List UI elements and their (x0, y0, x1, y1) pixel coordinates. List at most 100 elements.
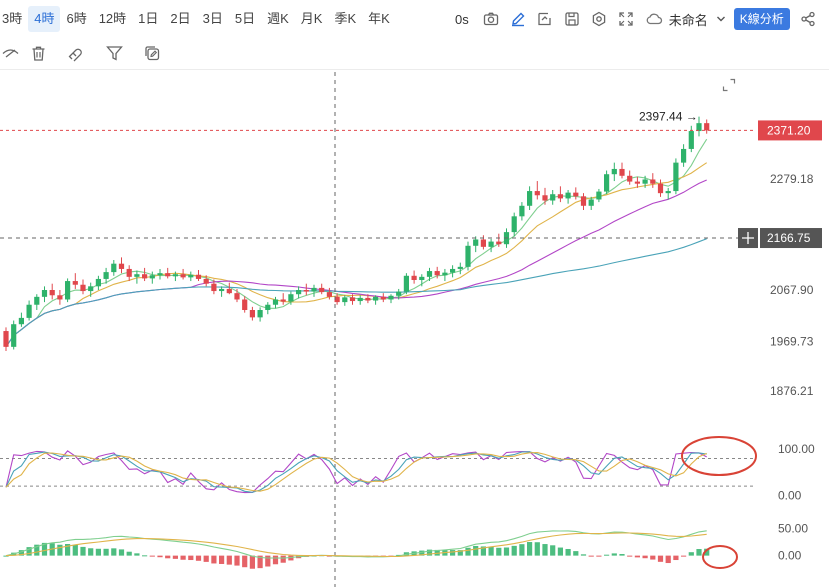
candle-body (142, 274, 148, 279)
candle-body (296, 290, 302, 295)
candle-body (334, 296, 340, 303)
candle-body (172, 274, 178, 277)
candle-body (349, 297, 356, 302)
annotation-circles (681, 436, 757, 569)
macd-histogram-bar (665, 555, 671, 564)
candle-body (580, 196, 587, 206)
magnet-icon[interactable] (67, 45, 84, 62)
hide-drawings-icon[interactable] (2, 45, 19, 62)
save-icon[interactable] (564, 11, 580, 27)
timeframe-tab[interactable]: 週K (267, 11, 289, 26)
candle-body (134, 274, 140, 277)
pencil-icon[interactable] (510, 11, 526, 27)
candle-body (665, 191, 671, 194)
candle-body (195, 274, 202, 279)
timeframe-tab[interactable]: 12時 (98, 11, 127, 26)
plus-icon (742, 232, 754, 245)
macd-histogram-bar (696, 549, 702, 556)
candle-body (219, 288, 225, 292)
timeframe-tab[interactable]: 月K (300, 11, 323, 26)
price-tick-label: 1876.21 (770, 384, 814, 398)
macd-dea-line (5, 532, 707, 558)
candle-body (157, 273, 163, 276)
candle-body (57, 295, 63, 300)
candle-body (681, 148, 687, 163)
timeframe-tab[interactable]: 3時 (2, 11, 23, 26)
candle-body (542, 195, 548, 201)
timeframe-tab[interactable]: 3日 (202, 11, 223, 26)
timeframe-tab[interactable]: 2日 (170, 11, 191, 26)
candle-body (511, 216, 517, 233)
k-analysis-button[interactable]: K線分析 (733, 8, 790, 30)
osc-tick-label: 100.00 (778, 442, 815, 456)
macd-histogram-bar (450, 550, 456, 556)
price-axis: 2279.18 2067.90 1969.73 1876.21 2166.75 2371.… (639, 110, 822, 563)
candle-body (488, 241, 494, 247)
ma-short-line (5, 138, 708, 348)
macd-histogram-bar (272, 555, 279, 565)
gear-icon[interactable] (591, 11, 607, 27)
macd-histogram-bar (642, 555, 648, 559)
expand-chart-icon[interactable] (721, 77, 737, 93)
candle-body (311, 287, 317, 292)
timeframe-tab[interactable]: 年K (368, 11, 390, 26)
macd-histogram-bar (26, 547, 32, 556)
timeframe-tab[interactable]: 1日 (138, 11, 159, 26)
macd-histogram-bar (280, 555, 286, 563)
macd-tick-label: 50.00 (778, 522, 808, 536)
share-icon[interactable] (800, 11, 816, 27)
macd-histogram-bar (550, 545, 556, 556)
macd-histogram-bar (426, 549, 433, 556)
candle-body (211, 283, 217, 292)
copy-edit-icon[interactable] (144, 45, 161, 62)
candle-body (642, 179, 648, 184)
candle-body (557, 194, 563, 199)
alert-add-icon[interactable] (537, 11, 553, 27)
layout-name[interactable]: 未命名 (668, 12, 708, 28)
ma-longest-line (5, 238, 707, 348)
macd-histogram-bar (511, 545, 517, 556)
timeframe-tab[interactable]: 季K (334, 11, 357, 26)
macd-panel (3, 530, 710, 569)
toolbar-actions: 0s 未命名 K線分析 (455, 6, 827, 32)
macd-histogram-bar (419, 550, 425, 556)
osc-k-line (5, 450, 707, 494)
macd-histogram-bar (542, 544, 548, 556)
fullscreen-icon[interactable] (618, 11, 634, 27)
crosshair-price-label: 2166.75 (767, 231, 811, 245)
seconds-button[interactable]: 0s (455, 11, 469, 27)
highlight-circle-macd (702, 545, 738, 569)
macd-histogram-bar (226, 555, 232, 565)
filter-icon[interactable] (106, 45, 123, 62)
candle-body (465, 245, 471, 267)
candle-body (673, 162, 679, 192)
timeframe-tab[interactable]: 4時 (28, 6, 61, 32)
timeframe-tab[interactable]: 6時 (66, 11, 87, 26)
crosshair (0, 72, 755, 587)
macd-histogram-bar (503, 547, 510, 556)
macd-histogram-bar (396, 554, 402, 556)
macd-histogram-bar (527, 542, 533, 556)
candle-body (403, 275, 409, 292)
candle-body (519, 205, 525, 217)
trash-icon[interactable] (30, 45, 47, 62)
macd-histogram-bar (619, 554, 625, 556)
macd-histogram-bar (126, 551, 132, 556)
candle-body (280, 299, 286, 302)
candle-body (573, 192, 579, 197)
chevron-down-icon[interactable] (716, 11, 726, 27)
highlight-circle-oscillator (681, 436, 757, 476)
candle-body (534, 191, 540, 196)
candle-body (442, 272, 448, 276)
candle-body (95, 278, 101, 287)
candle-body (11, 324, 17, 347)
candle-body (3, 331, 9, 347)
candle-body (72, 281, 78, 285)
timeframe-tab[interactable]: 5日 (234, 11, 256, 26)
price-tick-label: 2279.18 (770, 172, 814, 186)
oscillator-panel (0, 450, 755, 494)
macd-histogram-bar (588, 555, 594, 557)
candle-body (257, 310, 263, 318)
camera-icon[interactable] (483, 11, 499, 27)
